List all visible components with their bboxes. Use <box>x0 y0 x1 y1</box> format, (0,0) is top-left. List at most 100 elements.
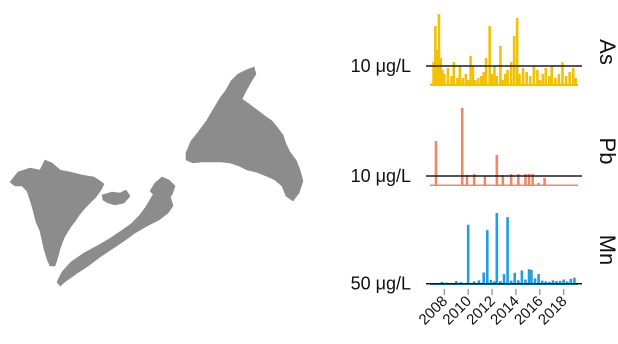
bar-as-31 <box>512 36 516 86</box>
bar-mn-11 <box>485 230 489 285</box>
bar-pb-6 <box>501 175 505 186</box>
bar-mn-16 <box>502 274 506 285</box>
bar-pb-12 <box>537 183 540 186</box>
bar-as-44 <box>554 78 557 86</box>
bar-pb-4 <box>483 176 487 186</box>
bar-as-21 <box>484 58 488 86</box>
bar-mn-21 <box>520 270 524 285</box>
bar-as-15 <box>469 56 472 86</box>
bar-pb-13 <box>543 178 546 186</box>
bar-as-13 <box>464 74 468 86</box>
bar-mn-27 <box>540 280 544 285</box>
bar-pb-9 <box>524 174 527 186</box>
bar-as-50 <box>574 78 577 86</box>
threshold-label-pb: 10 μg/L <box>351 166 411 186</box>
bar-as-38 <box>536 70 539 86</box>
panel-as: 10 μg/L As <box>351 14 618 86</box>
bar-as-11 <box>458 66 462 86</box>
bar-mn-17 <box>506 217 509 285</box>
bar-as-24 <box>493 66 496 86</box>
bar-as-35 <box>525 72 528 86</box>
atlantic-canada-map-icon <box>9 66 304 287</box>
bar-as-27 <box>501 80 505 86</box>
bar-mn-26 <box>537 274 540 285</box>
threshold-label-as: 10 μg/L <box>351 56 411 76</box>
bar-as-4 <box>439 58 443 86</box>
bar-as-1 <box>434 26 437 86</box>
bar-as-16 <box>471 66 475 86</box>
new-brunswick-shape <box>9 159 105 267</box>
bar-as-0 <box>432 62 435 86</box>
panel-mn: 50 μg/L Mn <box>351 212 618 294</box>
bar-pb-3 <box>472 174 476 186</box>
bar-mn-24 <box>530 269 533 285</box>
bar-pb-1 <box>460 108 464 186</box>
bar-as-43 <box>550 66 554 86</box>
bar-as-33 <box>518 74 521 86</box>
bar-mn-33 <box>562 279 565 285</box>
bar-as-36 <box>528 76 532 86</box>
bar-as-5 <box>441 70 444 86</box>
bar-as-22 <box>488 26 491 86</box>
bar-pb-0 <box>434 141 438 186</box>
x-tick-label-2018: 2018 <box>535 293 571 329</box>
bar-as-40 <box>541 74 545 86</box>
panel-label-as: As <box>595 39 618 65</box>
bar-mn-36 <box>573 277 576 285</box>
bar-mn-20 <box>517 280 520 285</box>
bar-as-14 <box>466 80 470 86</box>
bar-as-6 <box>443 74 446 86</box>
pei-shape <box>101 189 131 206</box>
bar-as-42 <box>548 76 551 86</box>
bar-as-25 <box>495 76 499 86</box>
bar-as-8 <box>450 76 453 86</box>
bar-as-18 <box>477 78 480 86</box>
bar-mn-10 <box>482 272 486 285</box>
bar-as-37 <box>532 66 536 86</box>
chart-panels: 10 μg/L As 10 μg/L Pb 50 μg/L Mn <box>351 14 618 294</box>
bar-mn-35 <box>569 278 573 285</box>
bar-as-45 <box>557 74 561 86</box>
bar-pb-7 <box>509 174 513 186</box>
bar-as-19 <box>480 76 483 86</box>
bar-pb-5 <box>495 155 499 186</box>
bar-as-23 <box>490 74 494 86</box>
bar-pb-10 <box>527 174 531 186</box>
bar-as-28 <box>503 74 507 86</box>
bar-mn-32 <box>558 280 562 285</box>
bar-mn-14 <box>495 212 499 285</box>
bar-pb-11 <box>531 174 534 186</box>
bar-as-30 <box>509 62 513 86</box>
bar-mn-30 <box>551 280 555 285</box>
bar-mn-19 <box>513 272 517 285</box>
bar-mn-25 <box>533 278 537 285</box>
bar-as-47 <box>564 76 568 86</box>
bar-as-32 <box>515 18 519 86</box>
bar-as-48 <box>568 72 571 86</box>
bar-as-29 <box>506 70 509 86</box>
bar-as-9 <box>452 62 456 86</box>
bar-as-20 <box>482 72 486 86</box>
bar-as-12 <box>461 78 465 86</box>
bar-mn-7 <box>466 224 470 285</box>
bar-as-49 <box>571 68 575 86</box>
bar-mn-18 <box>509 280 513 285</box>
bar-as-41 <box>544 68 548 86</box>
bar-mn-22 <box>524 279 527 285</box>
cape-breton-shape <box>149 176 176 200</box>
bar-as-2 <box>435 50 439 86</box>
bar-as-46 <box>561 62 564 86</box>
bar-as-10 <box>456 78 459 86</box>
bar-as-39 <box>538 80 542 86</box>
bar-mn-12 <box>489 279 493 285</box>
bar-pb-8 <box>517 174 520 186</box>
panel-label-pb: Pb <box>595 138 618 165</box>
bar-as-17 <box>474 80 477 86</box>
bar-mn-9 <box>477 280 481 285</box>
threshold-label-mn: 50 μg/L <box>351 274 411 294</box>
bar-as-7 <box>446 68 450 86</box>
panel-pb: 10 μg/L Pb <box>351 108 618 186</box>
bar-as-3 <box>437 14 441 86</box>
